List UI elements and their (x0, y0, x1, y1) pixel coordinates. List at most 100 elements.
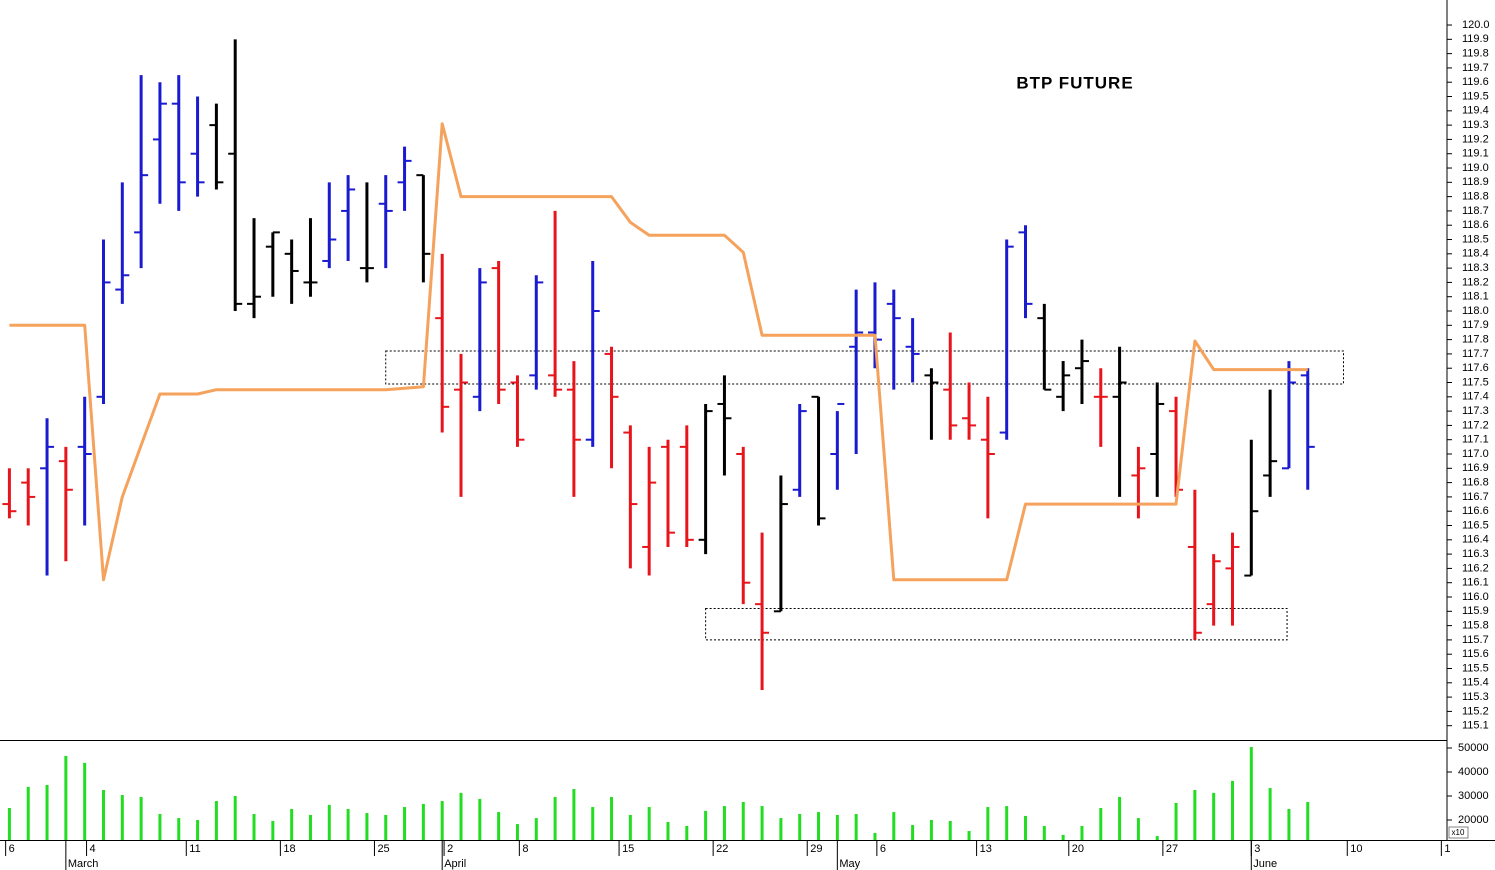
y-tick-label: 118.4 (1462, 248, 1489, 260)
y-tick-label: 119.1 (1462, 148, 1489, 160)
volume-bar (139, 796, 143, 840)
y-tick-label: 119.0 (1462, 162, 1489, 174)
volume-bar (45, 784, 49, 840)
volume-bar (760, 806, 764, 840)
x-tick-label: 29 (810, 843, 822, 855)
y-tick-label: 120.0 (1462, 19, 1490, 31)
y-tick-label: 116.7 (1462, 491, 1489, 503)
volume-bar (741, 802, 745, 840)
volume-bar (591, 807, 595, 840)
volume-bar (515, 824, 519, 840)
y-tick-label: 117.4 (1462, 391, 1489, 403)
y-tick-label: 115.8 (1462, 620, 1489, 632)
y-tick-label: 118.5 (1462, 233, 1489, 245)
y-tick-label: 118.8 (1462, 191, 1489, 203)
volume-bar (421, 803, 425, 840)
unit-box (1448, 826, 1469, 839)
volume-bar (308, 814, 312, 840)
y-tick-label: 119.8 (1462, 48, 1489, 60)
x-tick-label: 2 (447, 843, 453, 855)
volume-bar (1174, 802, 1178, 840)
volume-bar (459, 792, 463, 840)
y-tick-label: 116.6 (1462, 505, 1489, 517)
volume-bar (1080, 826, 1084, 840)
volume-bar (120, 795, 124, 840)
y-tick-label: 30000 (1458, 790, 1489, 802)
volume-bar (1099, 808, 1103, 840)
y-tick-label: 117.3 (1462, 405, 1489, 417)
y-tick-label: 115.4 (1462, 677, 1489, 689)
month-label: April (444, 858, 466, 870)
y-tick-label: 117.5 (1462, 376, 1489, 388)
volume-bar (497, 812, 501, 840)
x-tick-label: 27 (1166, 843, 1178, 855)
volume-bar (553, 796, 557, 840)
y-tick-label: 118.9 (1462, 176, 1489, 188)
volume-bar (365, 813, 369, 840)
month-label: June (1253, 858, 1277, 870)
volume-bar (628, 814, 632, 840)
volume-bar (290, 808, 294, 840)
y-tick-label: 119.2 (1462, 133, 1489, 145)
y-tick-label: 116.1 (1462, 577, 1489, 589)
volume-bar (1230, 780, 1234, 840)
y-tick-label: 119.5 (1462, 90, 1489, 102)
volume-bar (1155, 836, 1159, 840)
volume-bar (1287, 808, 1291, 840)
volume-bar (196, 820, 200, 840)
x-tick-label: 6 (880, 843, 886, 855)
volume-bar (685, 826, 689, 840)
volume-bar (948, 820, 952, 840)
y-tick-label: 119.9 (1462, 33, 1489, 45)
y-tick-label: 20000 (1458, 814, 1489, 826)
y-tick-label: 118.0 (1462, 305, 1489, 317)
volume-bar (534, 818, 538, 840)
volume-bar (817, 812, 821, 840)
volume-bar (929, 820, 933, 840)
volume-bar (835, 814, 839, 840)
volume-bar (346, 808, 350, 840)
volume-bar (1268, 788, 1272, 840)
volume-bar (64, 755, 68, 840)
volume-bar (873, 832, 877, 840)
y-tick-label: 117.1 (1462, 434, 1489, 446)
volume-bar (798, 814, 802, 840)
y-tick-label: 116.4 (1462, 534, 1489, 546)
y-tick-label: 116.2 (1462, 562, 1489, 574)
zone-box (705, 607, 1288, 641)
zone-box (385, 350, 1345, 385)
x-tick-label: 3 (1254, 843, 1260, 855)
volume-bar (327, 804, 331, 840)
y-tick-label: 116.8 (1462, 477, 1489, 489)
y-tick-label: 116.9 (1462, 462, 1489, 474)
volume-bar (610, 796, 614, 840)
volume-bar (1306, 802, 1310, 840)
volume-bar (440, 801, 444, 840)
x-tick-label: 20 (1072, 843, 1084, 855)
volume-bar (271, 820, 275, 840)
x-tick-label: 6 (9, 843, 15, 855)
y-tick-label: 40000 (1458, 766, 1489, 778)
y-tick-label: 117.9 (1462, 319, 1489, 331)
month-label: March (68, 858, 99, 870)
y-tick-label: 116.3 (1462, 548, 1489, 560)
y-tick-label: 118.2 (1462, 276, 1489, 288)
x-tick-label: 4 (90, 843, 96, 855)
volume-bar (478, 798, 482, 840)
x-tick-label: 8 (522, 843, 528, 855)
y-tick-label: 115.7 (1462, 634, 1489, 646)
volume-bar (1042, 826, 1046, 840)
y-tick-label: 118.3 (1462, 262, 1489, 274)
volume-bar (83, 762, 87, 840)
stop-line (9, 122, 1308, 582)
y-tick-label: 115.6 (1462, 648, 1489, 660)
volume-bar (214, 801, 218, 840)
volume-bar (233, 796, 237, 840)
volume-bar (1061, 834, 1065, 840)
month-label: May (839, 858, 860, 870)
y-tick-label: 115.2 (1462, 705, 1489, 717)
y-tick-label: 117.7 (1462, 348, 1489, 360)
